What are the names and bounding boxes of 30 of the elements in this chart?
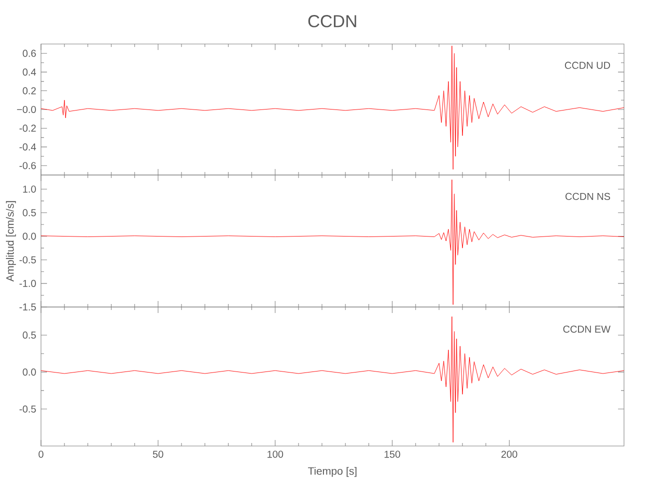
y-tick-label: 0.6 (22, 50, 36, 57)
x-axis-title: Tiempo [s] (308, 466, 356, 477)
annotation: CCDN EW (563, 326, 611, 333)
x-tick-label: 200 (501, 450, 518, 458)
x-tick-label: 150 (384, 450, 400, 458)
line-series (41, 179, 624, 305)
y-tick-label: 0.0 (22, 368, 36, 376)
y-tick-label: 0.5 (22, 209, 36, 216)
x-tick-label: 0 (38, 450, 44, 458)
line-series (41, 316, 624, 443)
y-tick-label: -0.2 (19, 124, 36, 132)
x-tick-label: 50 (152, 450, 164, 458)
y-tick-label: 0.0 (22, 232, 36, 240)
x-tick-label: 100 (268, 450, 284, 458)
y-tick-label: -0.5 (20, 405, 36, 413)
y-tick-label: 0.5 (22, 332, 36, 339)
y-tick-label: -1.0 (19, 280, 36, 287)
annotation: CCDN NS (565, 192, 610, 200)
y-tick-label: 0.2 (22, 87, 36, 94)
y-axis-title: Amplitud [cm/s/s] (6, 201, 16, 282)
chart-title: CCDN (308, 15, 356, 28)
y-tick-label: 0.4 (22, 68, 36, 76)
y-tick-label: −0.0 (17, 106, 36, 114)
y-tick-label: -0.4 (19, 143, 36, 150)
y-tick-label: -0.6 (19, 162, 36, 170)
y-tick-label: -0.5 (19, 256, 36, 264)
y-tick-label: 1.0 (23, 186, 36, 193)
annotation: CCDN UD (564, 62, 610, 69)
line-series (41, 46, 624, 170)
y-tick-label: -1.5 (19, 304, 36, 310)
